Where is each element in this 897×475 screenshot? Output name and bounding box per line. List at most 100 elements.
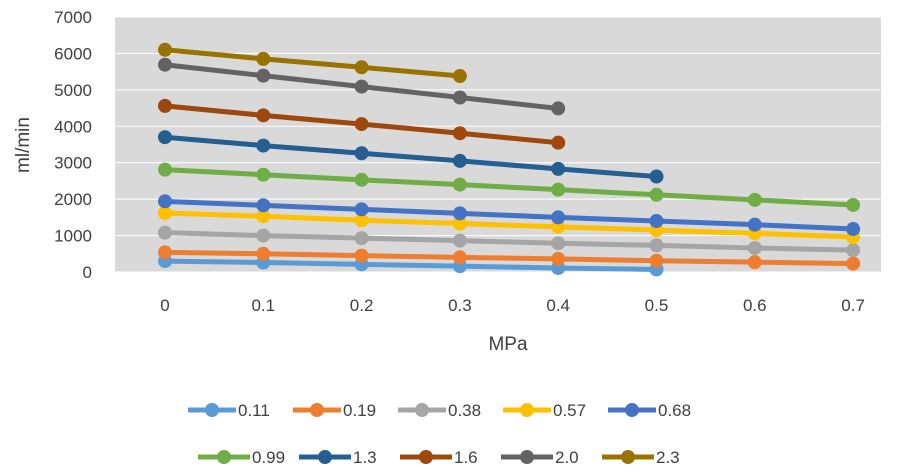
legend: 0.11 0.19 0.38 0.57 0.68 0.99 1.3 1.6 2.0 2.3 [188,401,691,467]
series-layer [158,42,861,277]
y-tick-label: 0 [83,263,92,282]
legend-swatch-marker [520,403,534,417]
data-point [354,117,369,132]
data-point [649,253,664,268]
data-point [354,231,369,246]
data-point [551,182,566,197]
legend-item: 0.57 [503,401,586,420]
legend-label: 1.6 [454,448,478,467]
data-point [158,162,172,177]
data-point [256,246,271,261]
series-line [162,210,856,240]
legend-item: 1.6 [400,448,478,467]
data-point [846,197,861,212]
y-tick-label: 4000 [54,117,92,136]
data-point [256,167,271,182]
data-point [649,187,664,202]
legend-item: 0.68 [608,401,691,420]
data-point [256,228,271,243]
series-0.38 [158,225,861,258]
legend-item: 0.38 [398,401,481,420]
data-point [551,161,566,176]
y-axis-label: ml/min [13,117,34,173]
x-tick-label: 0.4 [546,296,570,315]
data-point [354,79,369,94]
legend-item: 2.3 [602,448,680,467]
y-tick-label: 5000 [54,81,92,100]
data-point [452,177,467,192]
data-point [846,222,861,237]
data-point [452,90,467,105]
data-point [354,172,369,187]
y-tick-label: 3000 [54,154,92,173]
data-point [551,210,566,225]
data-point [846,256,861,271]
legend-label: 0.38 [448,401,481,420]
legend-swatch-marker [415,403,429,417]
data-point [649,169,664,184]
data-point [256,209,271,224]
data-point [551,236,566,251]
data-point [649,214,664,228]
data-point [452,216,467,231]
legend-swatch-marker [419,450,433,464]
data-point [256,108,271,123]
x-axis-ticks: 0 0.1 0.2 0.3 0.4 0.5 0.6 0.7 [160,296,865,315]
data-point [649,238,664,253]
x-tick-label: 0.3 [448,296,472,315]
data-point [551,135,566,150]
x-tick-label: 0.5 [645,296,669,315]
data-point [747,192,762,207]
data-point [256,198,271,213]
legend-item: 0.11 [188,401,270,420]
data-point [452,233,467,248]
data-point [747,217,762,232]
data-point [158,130,172,145]
x-axis-label: MPa [488,334,528,355]
data-point [256,51,271,66]
data-point [551,251,566,266]
x-tick-label: 0.2 [350,296,374,315]
data-point [452,153,467,168]
series-2.3 [158,42,467,84]
series-1.6 [158,98,566,150]
legend-swatch-marker [205,403,219,417]
data-point [256,138,271,153]
x-tick-label: 0.6 [743,296,767,315]
series-0.99 [158,162,861,212]
data-point [158,194,172,209]
data-point [158,245,172,260]
legend-swatch-marker [621,450,635,464]
series-line [162,134,659,180]
data-point [256,68,271,83]
series-line [162,47,463,79]
legend-swatch-marker [217,450,231,464]
y-tick-label: 7000 [54,8,92,27]
data-point [354,146,369,161]
x-tick-label: 0.7 [841,296,865,315]
y-tick-label: 6000 [54,44,92,63]
series-line [162,258,659,272]
legend-swatch-marker [520,450,534,464]
legend-label: 0.99 [252,448,285,467]
legend-label: 0.57 [553,401,586,420]
data-point [452,69,467,84]
data-point [354,202,369,217]
data-point [747,240,762,255]
data-point [747,255,762,270]
legend-label: 0.68 [658,401,691,420]
legend-label: 0.11 [238,401,270,420]
data-point [452,206,467,221]
y-tick-label: 1000 [54,227,92,246]
legend-label: 0.19 [343,401,376,420]
y-axis-ticks: 0 1000 2000 3000 4000 5000 6000 7000 [54,8,92,282]
data-point [158,42,172,57]
legend-label: 2.0 [555,448,579,467]
data-point [158,225,172,240]
series-line [162,167,856,208]
x-tick-label: 0.1 [251,296,275,315]
data-point [551,101,566,116]
series-line [162,249,856,267]
